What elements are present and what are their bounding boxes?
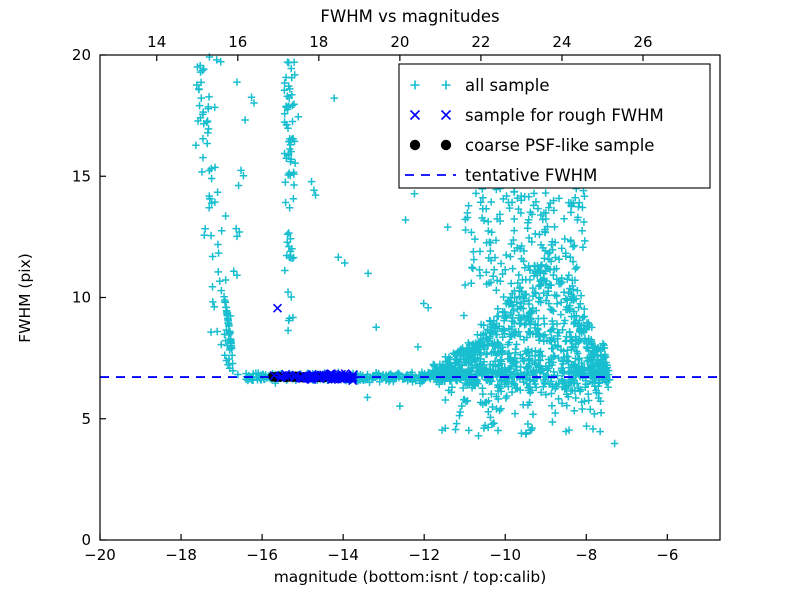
legend-box	[398, 63, 711, 189]
x-axis-bottom-tick-label: −18	[165, 546, 197, 564]
x-axis-bottom-tick-label: −12	[408, 546, 440, 564]
legend-label: coarse PSF-like sample	[465, 136, 654, 155]
y-axis-tick-label: 10	[72, 289, 91, 307]
y-axis-tick-label: 15	[72, 167, 91, 185]
legend[interactable]: all sample sample for rough FWHM coarse PS…	[398, 63, 711, 189]
x-axis-bottom-tick-label: −20	[84, 546, 116, 564]
legend-label: sample for rough FWHM	[465, 106, 664, 125]
page-title: FWHM vs magnitudes	[320, 7, 499, 26]
x-axis-bottom-tick-label: −14	[327, 546, 359, 564]
x-axis-label: magnitude (bottom:isnt / top:calib)	[274, 568, 547, 586]
legend-item-sample-for-rough-fwhm[interactable]: sample for rough FWHM	[409, 106, 664, 125]
y-axis-tick-label: 0	[81, 531, 91, 549]
x-axis-bottom-tick-label: −10	[489, 546, 521, 564]
legend-item-tentative-fwhm[interactable]: tentative FWHM	[405, 166, 597, 185]
x-axis-top-tick-label: 18	[309, 33, 328, 51]
legend-label: tentative FWHM	[465, 166, 597, 185]
y-axis-tick-label: 20	[72, 46, 91, 64]
x-axis-bottom-tick-label: −6	[656, 546, 678, 564]
y-axis-label: FWHM (pix)	[16, 253, 34, 343]
axes-layer: −20 −18 −16 −14 −12 −10 −8 −6 14 16 18 20 22 24 26 0 5 10…	[72, 33, 721, 564]
y-axis-tick-label: 5	[81, 410, 91, 428]
x-axis-top-tick-label: 24	[552, 33, 571, 51]
legend-label: all sample	[465, 76, 550, 95]
x-axis-bottom-tick-label: −8	[575, 546, 597, 564]
x-axis-top-tick-label: 26	[633, 33, 652, 51]
x-axis-top-tick-label: 20	[390, 33, 409, 51]
x-axis-bottom-tick-label: −16	[246, 546, 278, 564]
legend-item-all-sample[interactable]: all sample	[410, 76, 550, 95]
x-axis-top-tick-label: 22	[471, 33, 490, 51]
x-axis-top-tick-label: 16	[228, 33, 247, 51]
x-axis-top-tick-label: 14	[147, 33, 166, 51]
legend-item-coarse-psf-like-sample[interactable]: coarse PSF-like sample	[409, 136, 655, 155]
